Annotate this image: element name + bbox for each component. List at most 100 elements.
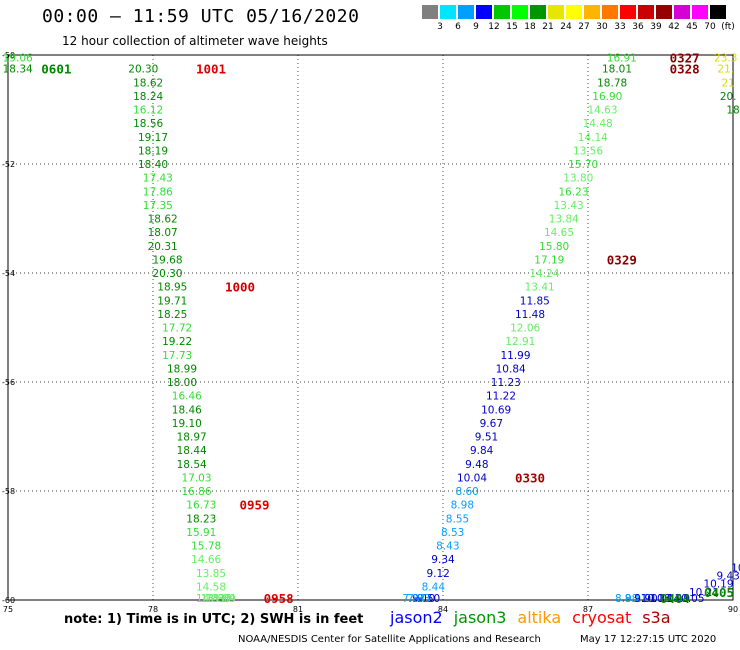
longitude-tick-label: 78 — [148, 605, 158, 614]
scale-swatch — [458, 5, 474, 19]
scale-swatch — [674, 5, 690, 19]
wave-height-value: 20.30 — [152, 268, 182, 280]
wave-height-value: 21 — [721, 77, 734, 89]
page-title: 00:00 – 11:59 UTC 05/16/2020 — [42, 6, 360, 27]
wave-height-value: 17.03 — [181, 472, 211, 484]
latitude-tick-label: -52 — [2, 160, 15, 169]
wave-height-value: 14.48 — [583, 118, 613, 130]
wave-height-value: 10.04 — [457, 472, 487, 484]
scale-label: 3 — [437, 22, 443, 32]
wave-height-value: 15.91 — [186, 527, 216, 539]
scale-swatch — [638, 5, 654, 19]
wave-height-value: 17.43 — [143, 173, 173, 185]
scale-swatch — [476, 5, 492, 19]
scale-label: (ft) — [721, 22, 735, 32]
wave-height-value: 21. — [717, 64, 734, 76]
scale-swatch — [566, 5, 582, 19]
wave-height-value: 18.01 — [602, 64, 632, 76]
scale-swatch — [692, 5, 708, 19]
footer-timestamp: May 17 12:27:15 UTC 2020 — [580, 634, 717, 645]
wave-height-value: 19.06 — [3, 53, 33, 65]
wave-height-value: 13.80 — [563, 173, 593, 185]
time-label: 0330 — [515, 470, 545, 485]
wave-height-value: 20.31 — [148, 241, 178, 253]
wave-height-value: 16.73 — [186, 500, 216, 512]
wave-height-value: 10.14 — [650, 593, 680, 605]
scale-label: 70 — [704, 22, 716, 32]
wave-height-value: 10.18 — [641, 593, 671, 605]
scale-label: 9 — [473, 22, 479, 32]
wave-height-value: 17.73 — [162, 350, 192, 362]
longitude-tick-label: 81 — [293, 605, 303, 614]
axis-tick-labels: 75 78 81 84 87 90 -50 -52 -54 -56 -58 -60 — [2, 51, 738, 614]
scale-label: 36 — [632, 22, 644, 32]
scale-swatch — [710, 5, 726, 19]
time-label: 0601 — [41, 62, 71, 77]
wave-height-value: 10.69 — [481, 404, 511, 416]
wave-height-value: 11.85 — [520, 295, 550, 307]
wave-height-value: 16.12 — [133, 105, 163, 117]
scale-label: 18 — [524, 22, 536, 32]
wave-height-value: 13.41 — [525, 282, 555, 294]
time-label: 0405 — [704, 585, 734, 600]
wave-height-value: 17.19 — [534, 254, 564, 266]
wave-height-value: 15.80 — [539, 241, 569, 253]
wave-height-value: 18 — [726, 105, 739, 117]
wave-height-value: 11.23 — [491, 377, 521, 389]
wave-height-value: 14.37 — [201, 593, 231, 605]
wave-height-value: 9.50 — [417, 593, 440, 605]
wave-height-value: 14.14 — [578, 132, 608, 144]
wave-height-value: 8.55 — [446, 513, 469, 525]
scale-label: 27 — [578, 22, 590, 32]
wave-height-value: 16.90 — [592, 91, 622, 103]
time-label: 0327 — [670, 51, 700, 66]
legend-item-cryosat: cryosat — [572, 608, 632, 627]
wave-height-value: 9.90 — [634, 593, 657, 605]
legend-item-jason3: jason3 — [453, 608, 507, 627]
wave-height-value: 11.22 — [486, 391, 516, 403]
wave-height-value: 20. — [720, 91, 737, 103]
time-label: 0329 — [607, 252, 637, 267]
scale-label: 12 — [488, 22, 500, 32]
wave-height-value: 19.17 — [138, 132, 168, 144]
latitude-tick-label: -60 — [2, 596, 15, 605]
satellite-legend: jason2 jason3 altika cryosat s3a — [390, 608, 682, 627]
wave-height-value: 8.98 — [451, 500, 474, 512]
footer-note: note: 1) Time is in UTC; 2) SWH is in fe… — [64, 612, 364, 627]
footer-credit: NOAA/NESDIS Center for Satellite Applica… — [238, 634, 541, 645]
time-label: 0959 — [239, 498, 269, 513]
wave-height-value: 18.78 — [597, 77, 627, 89]
wave-height-value: 14.58 — [196, 581, 226, 593]
wave-height-value: 23.3 — [714, 53, 737, 65]
legend-item-altika: altika — [517, 608, 562, 627]
time-label: 1000 — [225, 280, 255, 295]
wave-height-value: 18.99 — [167, 363, 197, 375]
scale-label: 30 — [596, 22, 608, 32]
wave-height-value: 10.19 — [703, 579, 733, 591]
wave-height-value: 9.67 — [480, 418, 503, 430]
wave-height-value: 17.72 — [162, 323, 192, 335]
wave-height-value: 20.30 — [128, 64, 158, 76]
wave-height-value: 13.43 — [554, 200, 584, 212]
longitude-tick-label: 87 — [583, 605, 593, 614]
wave-height-value: 9.34 — [431, 554, 455, 566]
scale-label: 15 — [506, 22, 518, 32]
scale-label: 45 — [686, 22, 698, 32]
wave-height-value: 13.84 — [549, 214, 579, 226]
wave-height-value: 18.25 — [157, 309, 187, 321]
wave-height-value: 18.95 — [157, 282, 187, 294]
wave-height-value: 18.40 — [138, 159, 168, 171]
scale-swatch — [656, 5, 672, 19]
wave-height-value: 14.89 — [206, 593, 236, 605]
time-label: 0404 — [660, 591, 690, 606]
wave-height-value: 18.62 — [133, 77, 163, 89]
scale-swatch — [440, 5, 456, 19]
legend-item-s3a: s3a — [642, 608, 671, 627]
wave-height-value: 9.10 — [412, 593, 435, 605]
scale-label: 21 — [542, 22, 554, 32]
legend-item-jason2: jason2 — [390, 608, 443, 627]
wave-height-value: 17.86 — [143, 186, 173, 198]
wave-height-value: 18.97 — [177, 432, 207, 444]
